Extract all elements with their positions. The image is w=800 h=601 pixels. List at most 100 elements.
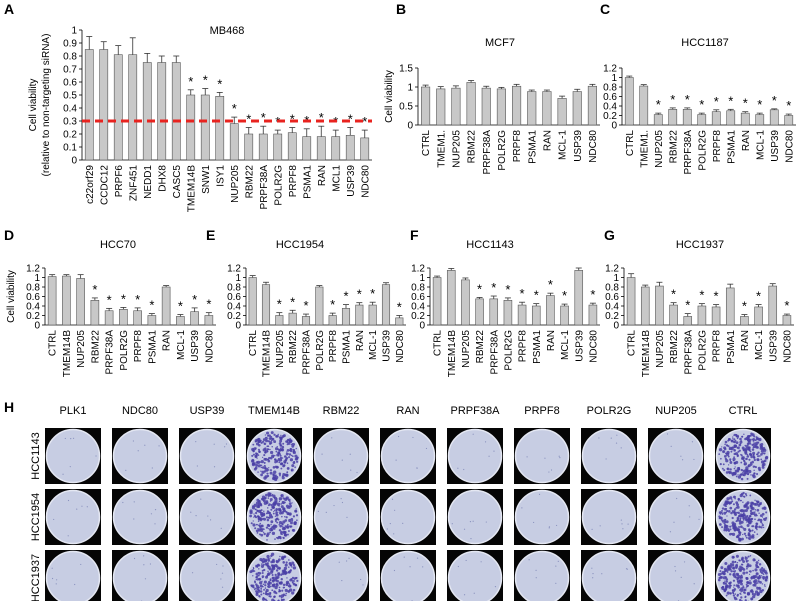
plate xyxy=(313,550,369,601)
colony xyxy=(670,445,672,447)
colony xyxy=(724,440,728,444)
colony xyxy=(749,533,751,535)
colony xyxy=(718,517,721,520)
colony xyxy=(285,452,289,456)
bar xyxy=(119,309,128,326)
colony xyxy=(622,528,624,530)
colony xyxy=(745,466,749,470)
colony xyxy=(555,565,557,567)
colony xyxy=(280,594,285,598)
x-tick-label: CTRL xyxy=(627,330,638,357)
colony xyxy=(255,572,259,576)
colony xyxy=(734,469,738,473)
colony xyxy=(494,586,497,588)
colony xyxy=(252,586,254,588)
colony xyxy=(750,577,753,580)
colony xyxy=(265,438,268,441)
colony xyxy=(724,505,728,508)
colony xyxy=(752,593,754,595)
colony xyxy=(725,500,730,504)
y-tick-label: 0.8 xyxy=(227,283,241,294)
colony xyxy=(252,462,256,465)
x-tick-label: PSMA1 xyxy=(726,130,737,164)
colony xyxy=(729,565,733,569)
colony xyxy=(281,589,284,592)
y-tick-label: 0.5 xyxy=(399,102,413,113)
colony xyxy=(724,443,726,446)
bar xyxy=(769,109,779,126)
colony xyxy=(294,576,298,580)
colony xyxy=(745,444,749,449)
colony xyxy=(756,472,759,476)
plate xyxy=(179,550,235,601)
x-tick-label: RBM22 xyxy=(475,330,486,364)
colony xyxy=(727,445,730,448)
bar xyxy=(726,110,736,126)
colony xyxy=(722,463,725,466)
colony xyxy=(740,499,742,502)
colony xyxy=(751,443,754,447)
colony xyxy=(271,505,275,509)
x-tick-label: CASC5 xyxy=(172,165,183,199)
colony xyxy=(259,522,262,525)
colony xyxy=(292,563,296,567)
colony xyxy=(688,505,690,507)
colony xyxy=(749,434,752,437)
y-tick-label: 0 xyxy=(407,121,413,132)
colony xyxy=(754,581,758,585)
x-tick-label: DHX8 xyxy=(157,165,168,192)
colony xyxy=(689,516,691,518)
colony xyxy=(738,525,741,529)
colony xyxy=(739,589,742,592)
colony xyxy=(255,529,259,533)
colony xyxy=(276,502,281,507)
colony xyxy=(251,459,255,463)
colony xyxy=(751,529,754,532)
x-tick-label: CTRL xyxy=(421,130,432,157)
colony xyxy=(751,525,754,528)
colony xyxy=(620,447,622,449)
bar xyxy=(668,109,678,126)
colony xyxy=(736,598,738,600)
colony xyxy=(269,448,271,451)
bar xyxy=(784,115,794,126)
colony xyxy=(224,446,226,448)
colony xyxy=(278,582,281,585)
x-tick-label: TMEM14B xyxy=(262,330,273,378)
bar xyxy=(451,87,461,126)
colony xyxy=(276,509,278,511)
colony xyxy=(290,468,294,472)
colony xyxy=(535,577,537,579)
x-tick-label: PRPF8 xyxy=(133,330,144,363)
colony xyxy=(409,566,411,568)
colony xyxy=(757,451,760,454)
colony xyxy=(267,528,270,530)
colony xyxy=(252,575,254,577)
colony xyxy=(749,462,753,466)
colony xyxy=(719,570,722,573)
colony xyxy=(750,432,753,435)
colony xyxy=(289,513,292,516)
colony xyxy=(741,472,744,474)
colony xyxy=(275,559,279,563)
significance-mark: * xyxy=(784,298,789,313)
colony xyxy=(718,447,723,452)
colony xyxy=(754,579,758,583)
colony xyxy=(261,576,264,579)
colony xyxy=(746,581,750,585)
colony xyxy=(276,567,279,570)
colony xyxy=(750,455,753,459)
colony xyxy=(761,516,764,518)
colony xyxy=(340,498,342,500)
x-tick-label: RAN xyxy=(740,330,751,351)
colony xyxy=(154,509,157,511)
colony xyxy=(722,450,725,452)
bar xyxy=(557,98,567,126)
colony xyxy=(725,594,728,597)
colony xyxy=(283,455,287,458)
colony xyxy=(265,516,269,519)
colony xyxy=(723,526,727,530)
colony xyxy=(278,588,281,591)
colony xyxy=(749,509,753,513)
significance-mark: * xyxy=(290,112,295,127)
